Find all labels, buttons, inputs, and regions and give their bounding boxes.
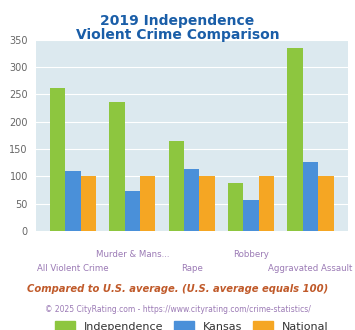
Text: Robbery: Robbery xyxy=(233,250,269,259)
Text: Rape: Rape xyxy=(181,264,203,273)
Text: Murder & Mans...: Murder & Mans... xyxy=(95,250,169,259)
Legend: Independence, Kansas, National: Independence, Kansas, National xyxy=(50,317,333,330)
Bar xyxy=(65,171,81,231)
Bar xyxy=(169,141,184,231)
Bar xyxy=(184,169,200,231)
Bar xyxy=(125,191,140,231)
Bar xyxy=(228,183,244,231)
Text: All Violent Crime: All Violent Crime xyxy=(37,264,109,273)
Bar xyxy=(303,162,318,231)
Text: 2019 Independence: 2019 Independence xyxy=(100,15,255,28)
Text: Compared to U.S. average. (U.S. average equals 100): Compared to U.S. average. (U.S. average … xyxy=(27,284,328,294)
Bar xyxy=(109,102,125,231)
Bar xyxy=(259,176,274,231)
Bar xyxy=(244,200,259,231)
Text: © 2025 CityRating.com - https://www.cityrating.com/crime-statistics/: © 2025 CityRating.com - https://www.city… xyxy=(45,305,310,314)
Bar xyxy=(287,48,303,231)
Bar xyxy=(140,176,155,231)
Bar xyxy=(318,176,334,231)
Bar xyxy=(50,88,65,231)
Bar xyxy=(81,176,96,231)
Text: Aggravated Assault: Aggravated Assault xyxy=(268,264,353,273)
Bar xyxy=(200,176,215,231)
Text: Violent Crime Comparison: Violent Crime Comparison xyxy=(76,28,279,42)
